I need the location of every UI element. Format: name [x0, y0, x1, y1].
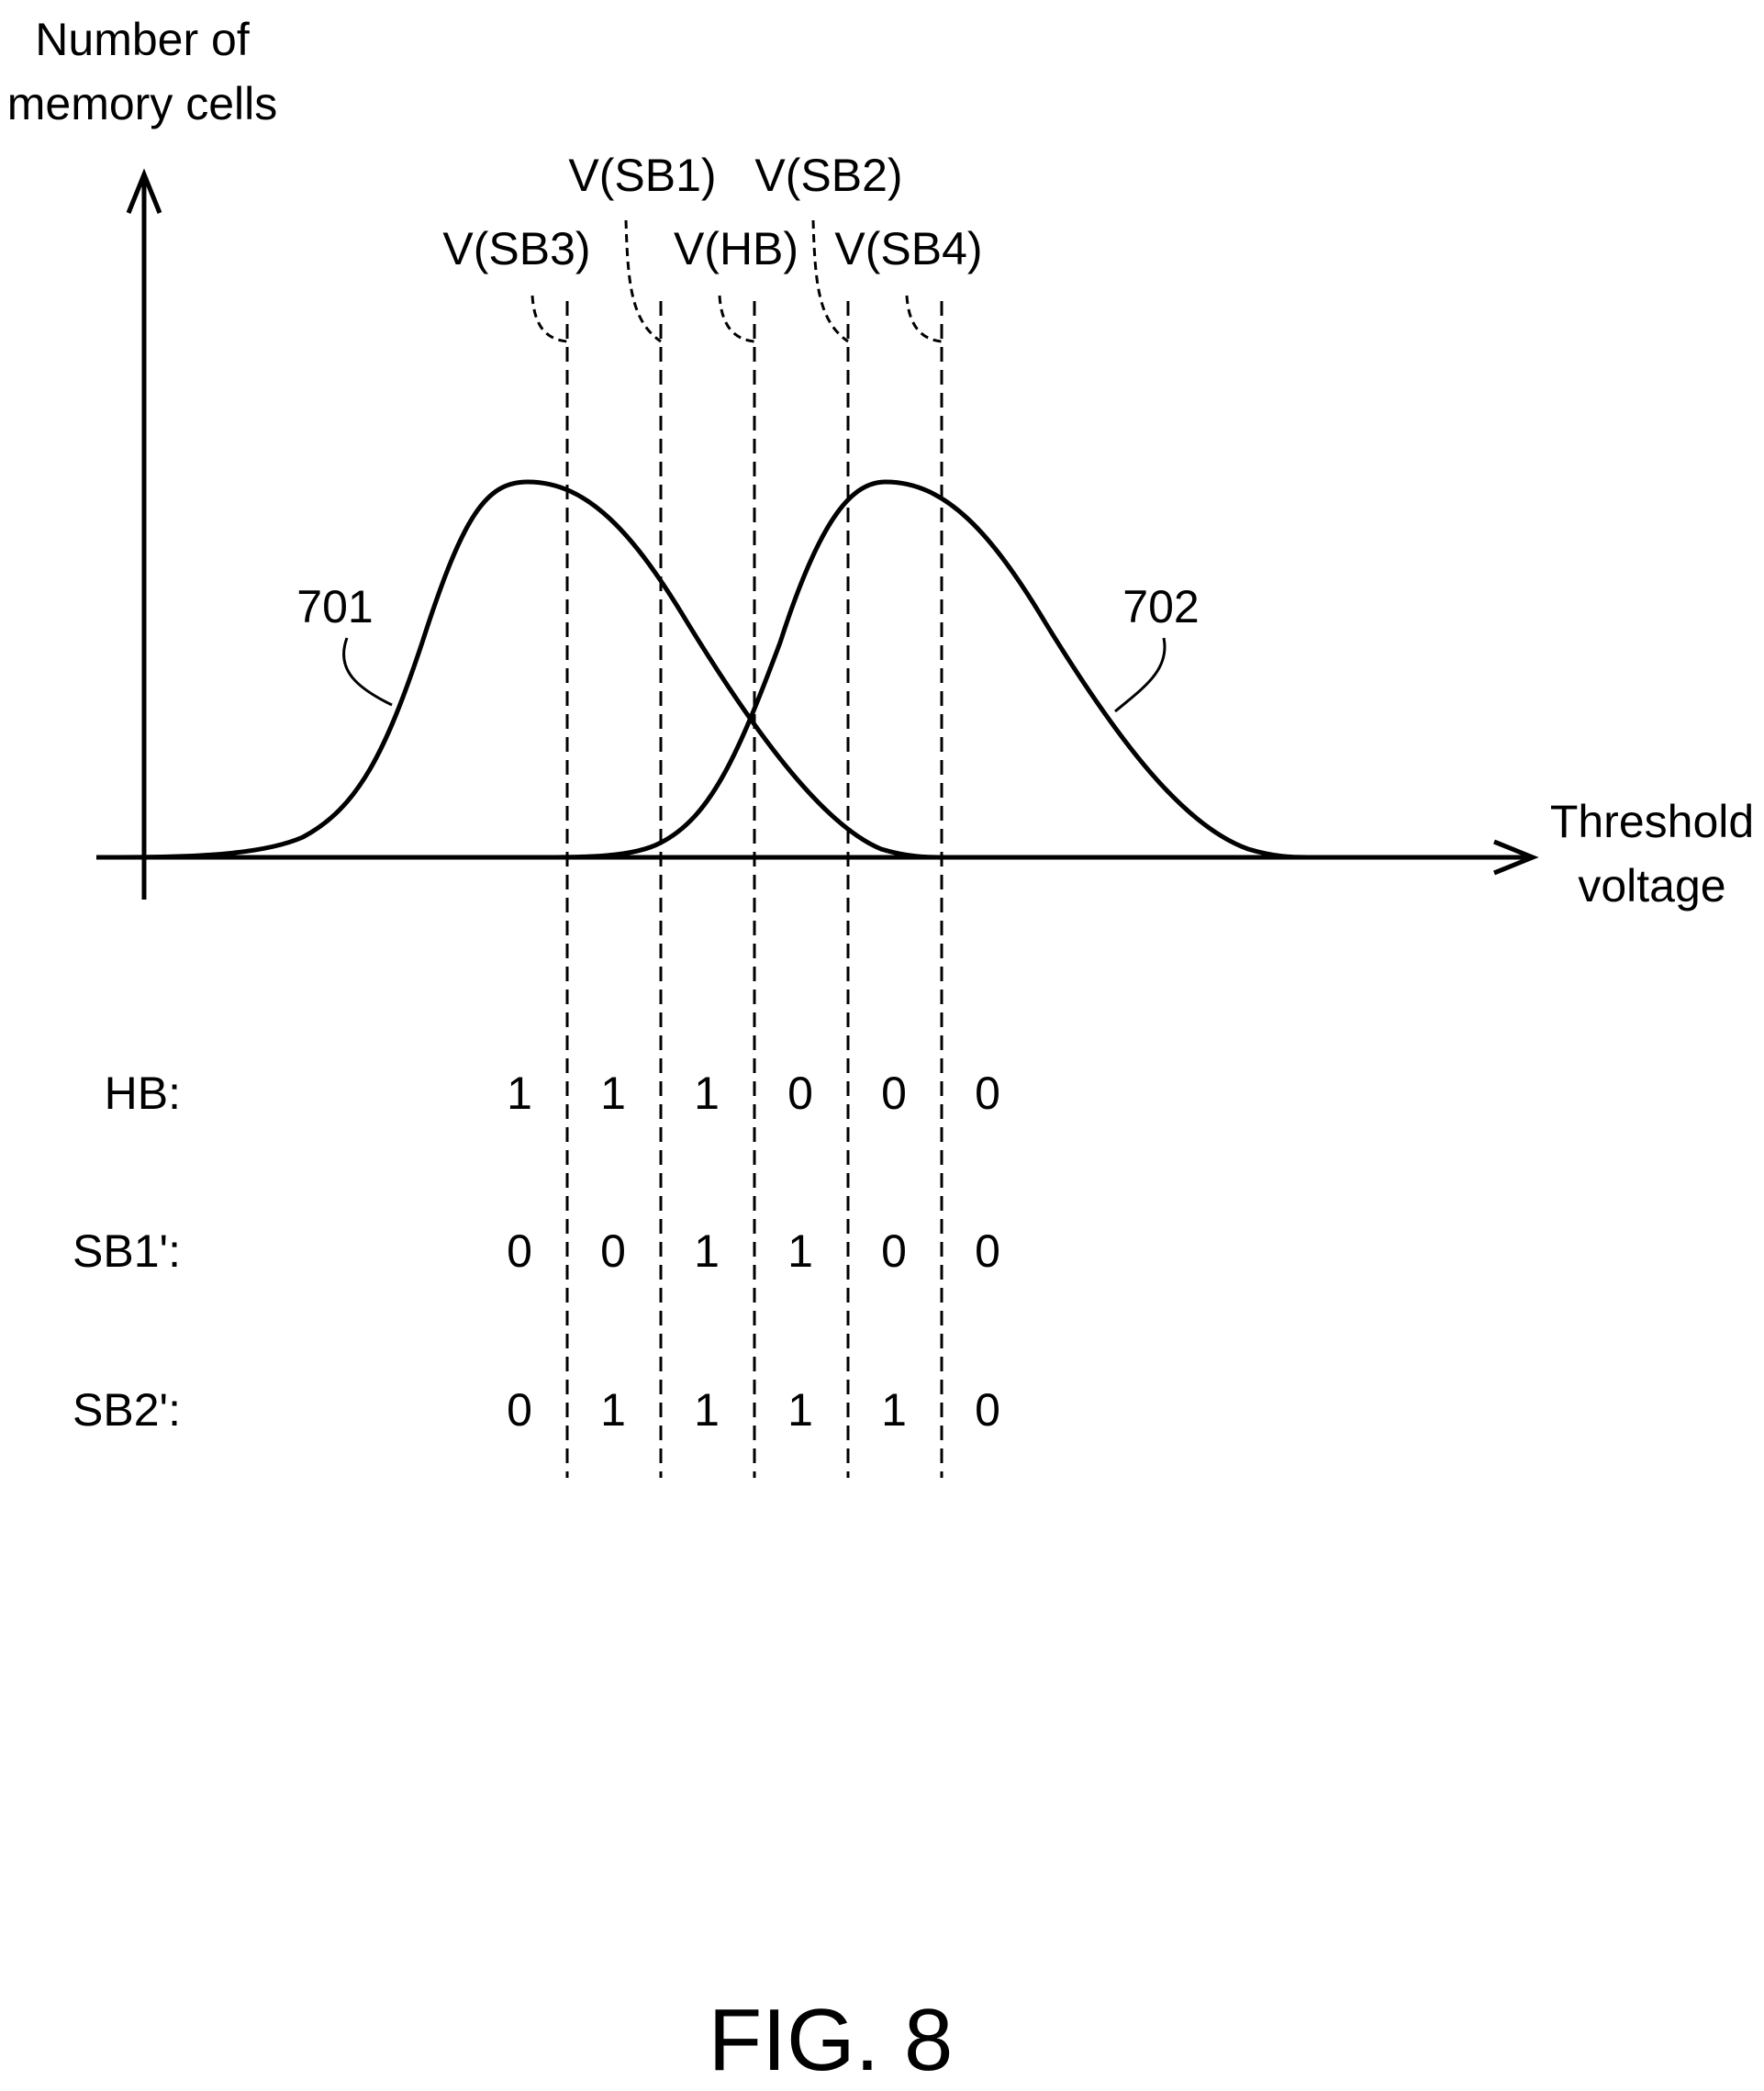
bit-cell: 0	[975, 1068, 1000, 1119]
bit-cell: 1	[600, 1384, 626, 1436]
leader-sb4	[905, 295, 943, 343]
bit-cell: 1	[694, 1068, 720, 1119]
voltage-label-sb3: V(SB3)	[442, 223, 590, 274]
row-label-hb: HB:	[105, 1068, 181, 1119]
voltage-label-sb2: V(SB2)	[754, 150, 902, 201]
bit-cell: 0	[600, 1225, 626, 1277]
bit-cell: 0	[881, 1068, 907, 1119]
x-axis-arrowhead	[1493, 839, 1539, 876]
row-label-sb2: SB2':	[73, 1384, 181, 1436]
curve-label-701: 701	[296, 581, 373, 632]
bit-table: HB: 1 1 1 0 0 0 SB1': 0 0 1 1 0 0 SB2': …	[73, 1068, 1000, 1436]
bit-row-sb2: SB2': 0 1 1 1 1 0	[73, 1384, 1000, 1436]
bit-cell: 0	[975, 1225, 1000, 1277]
axes	[96, 168, 1539, 900]
bit-cell: 0	[507, 1384, 532, 1436]
leader-sb1	[624, 219, 662, 343]
bit-cell: 0	[975, 1384, 1000, 1436]
bit-cell: 1	[694, 1384, 720, 1436]
bit-row-hb: HB: 1 1 1 0 0 0	[105, 1068, 1000, 1119]
bit-cell: 1	[694, 1225, 720, 1277]
bit-cell: 0	[507, 1225, 532, 1277]
voltage-label-sb1: V(SB1)	[568, 150, 716, 201]
y-axis-label-line-2: memory cells	[7, 78, 277, 129]
x-axis-label-line-2: voltage	[1578, 860, 1725, 911]
bit-cell: 0	[881, 1225, 907, 1277]
bit-cell: 0	[787, 1068, 813, 1119]
curve-leader-702	[1114, 637, 1167, 713]
row-label-sb1: SB1':	[73, 1225, 181, 1277]
voltage-leaders	[530, 219, 943, 343]
voltage-label-hb: V(HB)	[674, 223, 798, 274]
leader-sb2	[811, 219, 849, 343]
bit-cell: 1	[600, 1068, 626, 1119]
bit-cell: 1	[787, 1384, 813, 1436]
y-axis-arrowhead	[126, 168, 162, 214]
bit-cell: 1	[787, 1225, 813, 1277]
threshold-lines	[565, 301, 943, 1478]
distribution-curve-701	[95, 479, 946, 860]
figure-caption: FIG. 8	[709, 1991, 954, 2089]
curve-label-702: 702	[1122, 581, 1199, 632]
leader-hb	[718, 295, 755, 343]
bit-cell: 1	[507, 1068, 532, 1119]
x-axis-label-line-1: Threshold	[1550, 796, 1754, 847]
y-axis-label-line-1: Number of	[35, 14, 250, 65]
bit-cell: 1	[881, 1384, 907, 1436]
bit-row-sb1: SB1': 0 0 1 1 0 0	[73, 1225, 1000, 1277]
leader-sb3	[530, 295, 568, 343]
distribution-curve-702	[531, 479, 1309, 860]
curve-leader-701	[342, 637, 393, 707]
voltage-label-sb4: V(SB4)	[834, 223, 982, 274]
